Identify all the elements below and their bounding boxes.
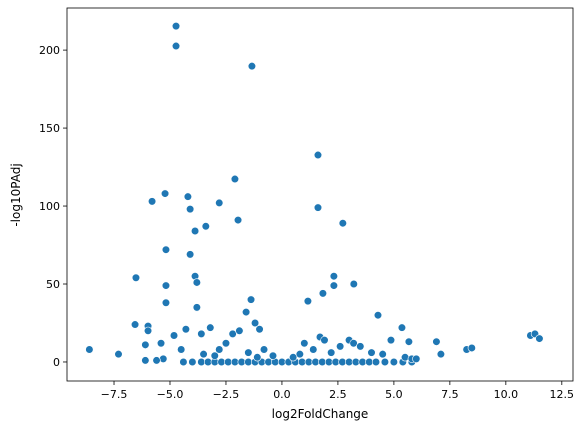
point <box>467 343 476 353</box>
point <box>156 339 166 348</box>
point <box>436 350 446 359</box>
point <box>183 192 193 201</box>
point <box>313 150 323 160</box>
point <box>235 326 244 335</box>
point <box>329 272 338 281</box>
point <box>230 174 240 184</box>
point <box>177 345 186 354</box>
point <box>356 342 365 351</box>
point <box>141 340 150 349</box>
point <box>380 357 390 367</box>
point <box>404 337 413 346</box>
point <box>259 345 269 354</box>
x-tick-label: 10.0 <box>494 388 519 401</box>
point <box>143 326 153 335</box>
point <box>295 350 304 359</box>
point <box>397 323 407 332</box>
x-tick-label: −5.0 <box>157 388 184 401</box>
point <box>131 273 141 282</box>
point <box>215 198 224 208</box>
point <box>320 336 329 345</box>
point <box>186 250 195 259</box>
point <box>349 339 358 348</box>
y-tick-label: 200 <box>39 44 60 57</box>
x-tick-label: 12.5 <box>550 388 575 401</box>
point <box>192 303 201 312</box>
y-tick-label: 50 <box>46 278 60 291</box>
y-tick-label: 0 <box>53 356 60 369</box>
point <box>309 345 318 354</box>
point <box>535 334 544 343</box>
point <box>432 337 441 346</box>
point <box>147 197 157 206</box>
point <box>233 215 243 225</box>
point <box>221 339 231 348</box>
point <box>336 342 345 351</box>
point <box>300 339 309 348</box>
point <box>197 329 206 339</box>
point <box>386 336 396 345</box>
point <box>242 307 251 317</box>
point <box>161 298 171 307</box>
point <box>160 189 170 198</box>
point <box>349 279 358 289</box>
point <box>210 351 219 360</box>
point <box>247 62 257 71</box>
point <box>188 357 197 367</box>
point <box>246 295 256 304</box>
point <box>169 331 179 340</box>
point <box>327 348 336 357</box>
x-tick-label: 5.0 <box>385 388 403 401</box>
x-axis-label: log2FoldChange <box>272 407 369 421</box>
x-tick-label: −7.5 <box>101 388 128 401</box>
point <box>378 350 387 359</box>
point <box>373 311 383 320</box>
point <box>171 41 181 51</box>
point <box>159 354 168 363</box>
point <box>289 353 298 362</box>
point <box>371 357 381 367</box>
point <box>250 318 260 328</box>
point <box>215 345 224 354</box>
point <box>329 281 338 290</box>
point <box>179 357 188 367</box>
x-tick-label: 2.5 <box>329 388 347 401</box>
point <box>318 289 328 298</box>
point <box>161 245 171 254</box>
x-tick-label: 7.5 <box>441 388 459 401</box>
point <box>161 281 171 290</box>
point <box>367 348 376 357</box>
x-tick-label: −2.5 <box>213 388 240 401</box>
point <box>244 348 253 357</box>
point <box>130 320 140 329</box>
point <box>412 354 421 363</box>
point <box>171 21 181 31</box>
point <box>228 329 237 339</box>
point <box>400 353 410 362</box>
point <box>181 325 190 334</box>
x-tick-label: 0.0 <box>273 388 291 401</box>
point <box>253 353 262 362</box>
point <box>199 350 208 359</box>
point <box>338 219 347 228</box>
point <box>255 325 264 334</box>
point <box>389 357 398 367</box>
point <box>141 356 150 365</box>
point <box>186 205 195 214</box>
point <box>206 323 215 332</box>
point <box>85 345 94 354</box>
point <box>114 350 123 359</box>
plot-frame <box>66 7 574 382</box>
y-tick-label: 150 <box>39 122 60 135</box>
point <box>201 222 210 231</box>
y-tick-label: 100 <box>39 200 60 213</box>
point <box>190 226 200 236</box>
point <box>268 351 278 360</box>
y-axis-label: -log10PAdj <box>9 163 23 226</box>
point <box>152 356 161 365</box>
point <box>303 297 313 306</box>
point <box>313 203 323 212</box>
point <box>192 278 201 287</box>
